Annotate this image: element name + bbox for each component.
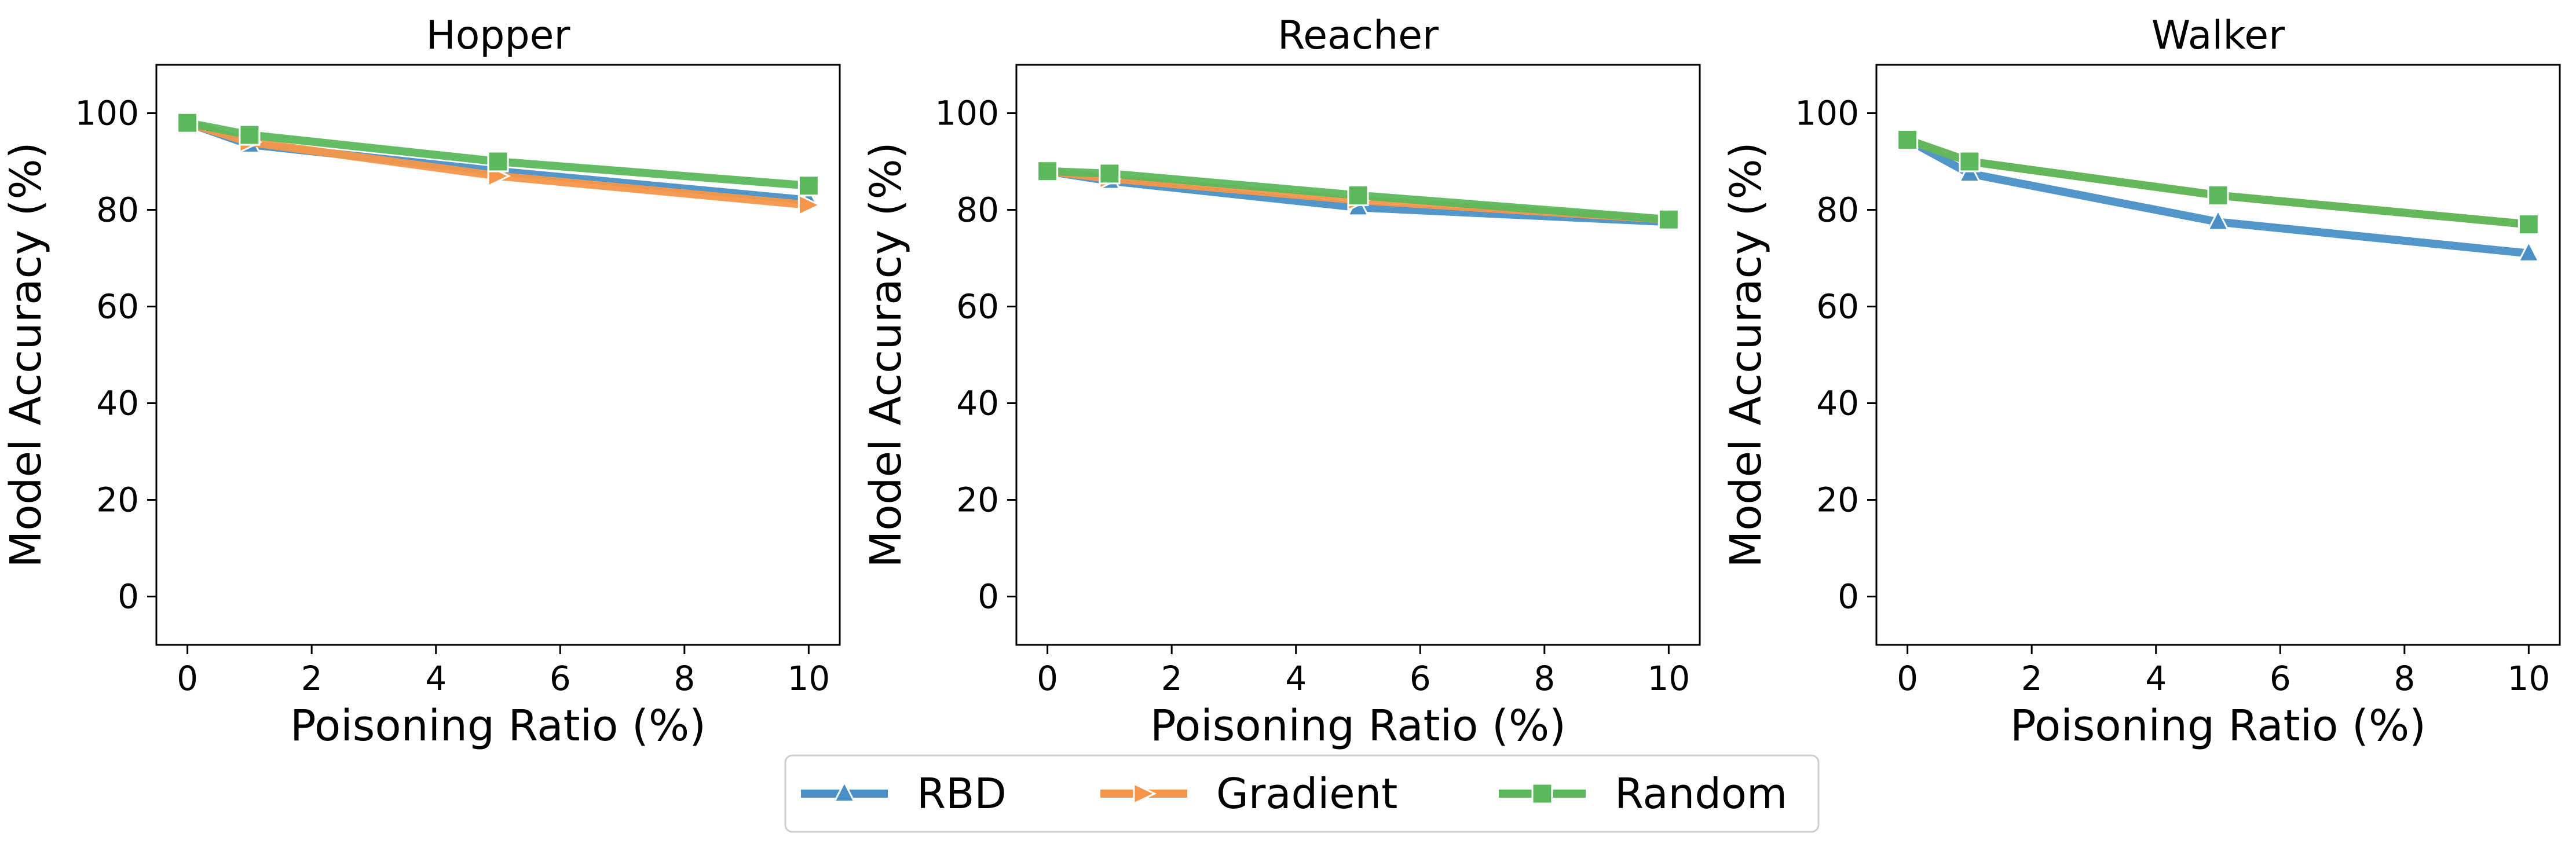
data-point — [1657, 208, 1679, 230]
series-random — [1897, 129, 2540, 236]
data-point — [1037, 160, 1059, 182]
data-point — [487, 151, 509, 173]
x-tick-label: 0 — [177, 659, 198, 698]
series-line — [1903, 135, 2533, 229]
legend-entry-gradient: Gradient — [1100, 769, 1397, 818]
legend-marker — [1133, 782, 1157, 805]
y-tick-label: 40 — [96, 384, 139, 423]
x-tick-label: 8 — [1534, 659, 1555, 698]
plot-frame — [1875, 64, 2561, 646]
legend-label: RBD — [917, 769, 1007, 818]
y-tick-label: 80 — [956, 190, 999, 230]
plot-frame — [155, 64, 841, 646]
legend: RBD Gradient Random — [784, 754, 1820, 833]
data-point — [797, 175, 819, 197]
x-tick-label: 8 — [674, 659, 695, 698]
y-tick-label: 100 — [935, 94, 999, 133]
chart-title: Walker — [2151, 13, 2285, 58]
chart-title: Reacher — [1278, 13, 1439, 58]
y-axis-label: Model Accuracy (%) — [1, 142, 51, 567]
series-line — [1903, 135, 2533, 258]
legend-entry-random: Random — [1499, 769, 1787, 818]
y-tick-label: 0 — [118, 577, 139, 617]
x-tick-label: 4 — [1285, 659, 1307, 698]
x-axis-label: Poisoning Ratio (%) — [1150, 701, 1566, 751]
y-tick-label: 20 — [1816, 480, 1859, 520]
data-point — [1099, 163, 1121, 185]
plot-frame — [1015, 64, 1701, 646]
y-tick-label: 40 — [1816, 384, 1859, 423]
y-tick-label: 100 — [75, 94, 139, 133]
x-axis-label: Poisoning Ratio (%) — [290, 701, 706, 751]
y-tick-label: 60 — [956, 287, 999, 326]
legend-label: Gradient — [1216, 769, 1397, 818]
subplot-hopper: Hopper 0 20 40 60 80 100 0 2 4 6 8 10 Poisoning Ratio… — [1, 13, 841, 751]
legend-marker — [1531, 783, 1553, 805]
y-tick-label: 100 — [1795, 94, 1859, 133]
y-tick-label: 0 — [1838, 577, 1859, 617]
legend-label: Random — [1615, 769, 1787, 818]
y-axis-label: Model Accuracy (%) — [861, 142, 911, 567]
x-tick-label: 6 — [550, 659, 571, 698]
series-random — [1037, 160, 1679, 230]
legend-box — [784, 754, 1820, 833]
x-tick-label: 10 — [1647, 659, 1690, 698]
subplot-reacher: Reacher 0 20 40 60 80 100 0 2 4 6 8 10 Poisoning Rati… — [861, 13, 1701, 751]
x-tick-label: 2 — [2021, 659, 2043, 698]
legend-marker — [833, 780, 856, 803]
y-axis-label: Model Accuracy (%) — [1721, 142, 1771, 567]
x-tick-label: 10 — [787, 659, 830, 698]
x-tick-label: 10 — [2507, 659, 2550, 698]
x-tick-label: 4 — [425, 659, 447, 698]
data-point — [2207, 208, 2230, 231]
series-line — [1043, 167, 1673, 224]
data-point — [177, 112, 199, 134]
x-tick-label: 6 — [2270, 659, 2291, 698]
data-point — [2207, 184, 2229, 206]
data-point — [239, 124, 261, 146]
data-point — [2518, 214, 2540, 236]
series-line — [183, 119, 813, 190]
y-tick-label: 60 — [1816, 287, 1859, 326]
y-tick-label: 80 — [96, 190, 139, 230]
y-tick-label: 20 — [956, 480, 999, 520]
y-tick-label: 80 — [1816, 190, 1859, 230]
chart-title: Hopper — [426, 13, 570, 58]
x-tick-label: 8 — [2394, 659, 2415, 698]
legend-entry-rbd: RBD — [801, 769, 1007, 818]
x-axis-label: Poisoning Ratio (%) — [2010, 701, 2426, 751]
x-tick-label: 2 — [301, 659, 323, 698]
y-tick-label: 60 — [96, 287, 139, 326]
x-tick-label: 0 — [1897, 659, 1918, 698]
data-point — [2517, 240, 2540, 262]
data-point — [1347, 184, 1369, 206]
data-point — [1897, 129, 1919, 151]
data-point — [1959, 151, 1981, 173]
x-tick-label: 6 — [1410, 659, 1431, 698]
y-tick-label: 40 — [956, 384, 999, 423]
y-tick-label: 20 — [96, 480, 139, 520]
x-tick-label: 2 — [1161, 659, 1183, 698]
subplot-walker: Walker 0 20 40 60 80 100 0 2 4 6 8 10 Poisoning Ratio… — [1721, 13, 2561, 751]
y-tick-label: 0 — [978, 577, 999, 617]
series-random — [177, 112, 819, 197]
x-tick-label: 4 — [2145, 659, 2167, 698]
x-tick-label: 0 — [1037, 659, 1058, 698]
data-point — [797, 193, 822, 216]
